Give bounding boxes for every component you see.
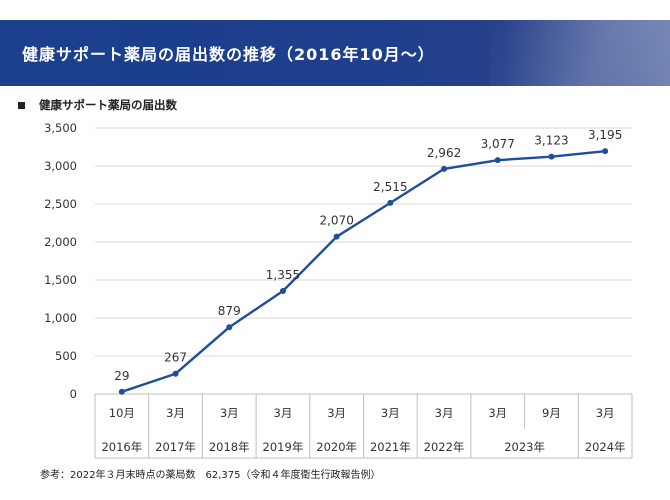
series-line bbox=[121, 149, 606, 393]
data-point bbox=[387, 199, 394, 206]
x-tick-label: 3月 bbox=[274, 406, 293, 420]
year-label: 2018年 bbox=[209, 440, 250, 454]
data-label: 29 bbox=[114, 369, 129, 383]
y-tick-label: 0 bbox=[70, 387, 77, 401]
data-point bbox=[279, 288, 286, 295]
y-tick-label: 500 bbox=[55, 349, 77, 363]
line-chart: 0 500 1,000 1,500 2,000 2,500 3,000 3,500 10月 3月 3… bbox=[44, 121, 633, 459]
x-tick-label: 3月 bbox=[381, 406, 400, 420]
page-title: 健康サポート薬局の届出数の推移（2016年10月～） bbox=[22, 45, 435, 64]
x-tick-label: 3月 bbox=[327, 406, 346, 420]
legend-label: 健康サポート薬局の届出数 bbox=[39, 98, 177, 112]
x-tick-label: 3月 bbox=[220, 406, 239, 420]
title-banner: 健康サポート薬局の届出数の推移（2016年10月～） bbox=[0, 20, 670, 86]
legend: 健康サポート薬局の届出数 bbox=[18, 97, 177, 113]
year-label: 2019年 bbox=[263, 440, 304, 454]
data-point bbox=[118, 388, 125, 395]
year-label: 2016年 bbox=[101, 440, 142, 454]
x-tick-label: 3月 bbox=[166, 406, 185, 420]
y-tick-label: 2,000 bbox=[44, 235, 77, 249]
x-tick-label: 10月 bbox=[109, 406, 135, 420]
y-tick-label: 3,000 bbox=[44, 159, 77, 173]
data-point bbox=[226, 324, 233, 331]
x-tick-label: 9月 bbox=[542, 406, 561, 420]
data-point bbox=[548, 153, 555, 160]
data-label: 2,962 bbox=[427, 146, 461, 160]
x-tick-label: 3月 bbox=[435, 406, 454, 420]
y-tick-label: 1,000 bbox=[44, 311, 77, 325]
legend-square-icon bbox=[18, 101, 25, 109]
data-label: 879 bbox=[218, 304, 241, 318]
data-label: 2,515 bbox=[373, 180, 407, 194]
y-tick-label: 3,500 bbox=[44, 121, 77, 135]
data-label: 3,123 bbox=[534, 134, 568, 148]
data-point bbox=[494, 157, 501, 164]
year-label: 2021年 bbox=[370, 440, 411, 454]
footnote: 参考：2022年３月末時点の薬局数 62,375（令和４年度衛生行政報告例） bbox=[40, 470, 381, 481]
year-label: 2024年 bbox=[585, 440, 626, 454]
data-label: 3,077 bbox=[481, 137, 515, 151]
y-tick-label: 2,500 bbox=[44, 197, 77, 211]
year-label: 2022年 bbox=[424, 440, 465, 454]
data-point bbox=[602, 148, 609, 155]
data-label: 267 bbox=[164, 351, 187, 365]
x-tick-label: 3月 bbox=[596, 406, 615, 420]
year-label: 2017年 bbox=[155, 440, 196, 454]
data-point bbox=[172, 370, 179, 377]
y-tick-label: 1,500 bbox=[44, 273, 77, 287]
data-label: 3,195 bbox=[588, 128, 622, 142]
data-point bbox=[441, 165, 448, 172]
data-label: 1,355 bbox=[266, 268, 300, 282]
year-label: 2023年 bbox=[504, 440, 545, 454]
data-label: 2,070 bbox=[319, 214, 353, 228]
data-point bbox=[333, 233, 340, 240]
x-tick-label: 3月 bbox=[488, 406, 507, 420]
year-label: 2020年 bbox=[316, 440, 357, 454]
